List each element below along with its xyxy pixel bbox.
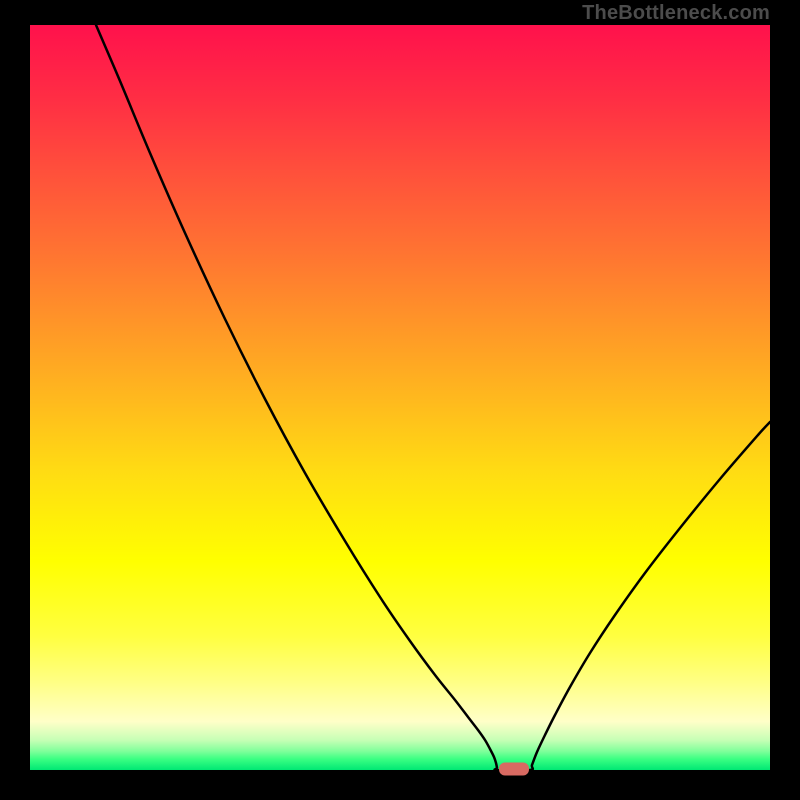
plot-area <box>30 25 770 770</box>
chart-frame: TheBottleneck.com <box>0 0 800 800</box>
curve-layer <box>30 25 770 770</box>
bottleneck-curve <box>96 25 770 770</box>
optimal-marker <box>499 763 529 776</box>
watermark-text: TheBottleneck.com <box>582 2 770 25</box>
